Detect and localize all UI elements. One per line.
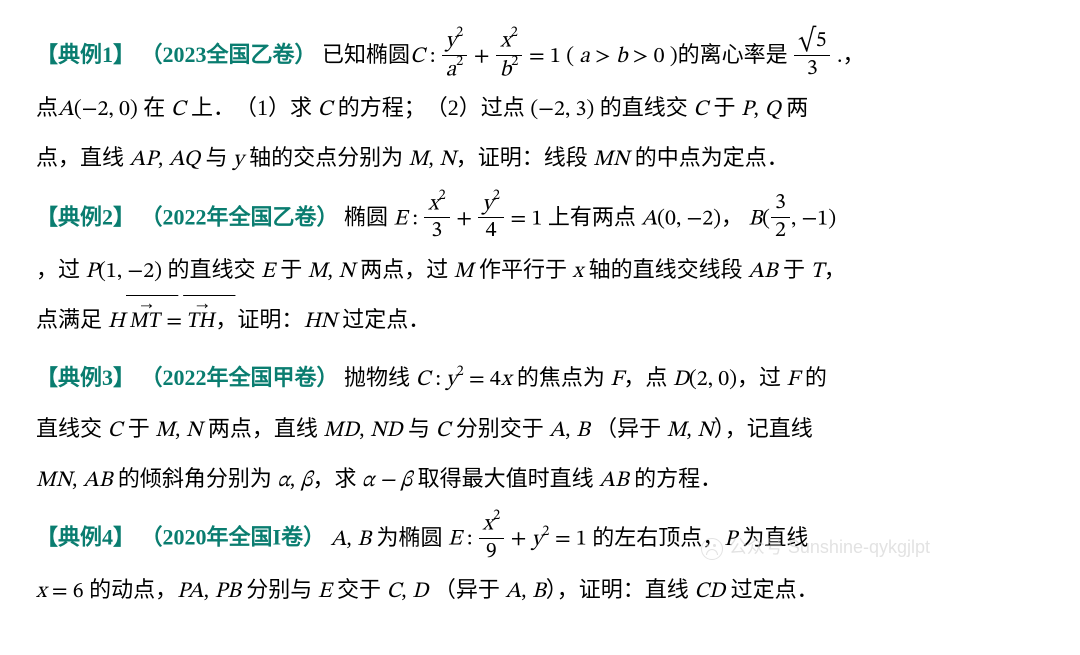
- plus: +: [474, 46, 495, 68]
- label-source: （2023全国乙卷）: [141, 42, 317, 67]
- text: 的动点，PA, PB 分别与 E 交于 C, D （异于 A, B），证明：直线…: [84, 577, 819, 602]
- text: 点: [36, 95, 58, 120]
- eq: =: [166, 311, 187, 333]
- eccentricity-frac: √53: [794, 29, 830, 80]
- pointB-frac: 32: [771, 191, 790, 242]
- label-source: （2020年全国I卷）: [141, 525, 326, 550]
- fraction: y24: [478, 191, 504, 244]
- text: A, B 为椭圆: [331, 525, 448, 550]
- colon: :: [430, 369, 446, 391]
- fraction: x2b2: [496, 28, 523, 82]
- label-source: （2022年全国乙卷）: [141, 204, 339, 229]
- rhs: 1: [576, 529, 587, 551]
- text: 已知椭圆: [322, 42, 410, 67]
- point-A: A(0, −2): [641, 208, 721, 230]
- example-4-label: 【典例4】 （2020年全国I卷）: [36, 525, 331, 550]
- condition: ( a > b > 0 ): [566, 46, 677, 68]
- fraction: y2a2: [442, 28, 468, 82]
- rhs: 1: [550, 46, 561, 68]
- curve-name: C: [410, 46, 425, 68]
- colon: :: [425, 46, 441, 68]
- rhs: 1: [531, 208, 542, 230]
- example-3: 【典例3】 （2022年全国甲卷） 抛物线 C : y2 = 4x 的焦点为 F…: [36, 354, 1044, 505]
- text: 在 C 上．: [138, 95, 246, 120]
- equals: =: [529, 46, 550, 68]
- point-P: P(1, −2): [86, 261, 162, 283]
- point-B-tail: , −1): [791, 208, 836, 230]
- colon: :: [462, 529, 478, 551]
- text: .，: [831, 42, 864, 67]
- vector-MT: ———→MT: [130, 296, 161, 344]
- q2-label: （2）: [437, 95, 481, 120]
- curve-name: E: [448, 529, 462, 551]
- fraction: x29: [479, 511, 505, 564]
- plus: +: [456, 208, 477, 230]
- text: 的直线交 C 于 P, Q 两: [594, 95, 808, 120]
- text: ，过 F 的: [737, 365, 827, 390]
- line-eq: x = 6: [36, 581, 84, 603]
- text: 直线交 C 于 M, N 两点，直线 MD, ND 与 C 分别交于 A, B …: [36, 416, 813, 441]
- label-tag: 【典例4】: [36, 525, 135, 550]
- curve-name: E: [394, 208, 408, 230]
- vector-TH: ———→TH: [187, 296, 215, 344]
- label-tag: 【典例2】: [36, 204, 135, 229]
- q1-text: 求 C 的方程；: [290, 95, 437, 120]
- text: MN, AB 的倾斜角分别为 α, β，求 α − β 取得最大值时直线 AB …: [36, 466, 722, 491]
- text: 上有两点: [542, 204, 641, 229]
- example-1-label: 【典例1】 （2023全国乙卷）: [36, 42, 322, 67]
- example-3-label: 【典例3】 （2022年全国甲卷）: [36, 365, 344, 390]
- q2-point: (−2, 3): [530, 99, 594, 121]
- text: 的左右顶点，P 为直线: [587, 525, 809, 550]
- text: 点满足 H: [36, 307, 130, 332]
- example-2-label: 【典例2】 （2022年全国乙卷）: [36, 204, 344, 229]
- equals: =: [555, 529, 576, 551]
- text: 的离心率是: [678, 42, 788, 67]
- example-2: 【典例2】 （2022年全国乙卷） 椭圆 E : x23 + y24 = 1 上…: [36, 193, 1044, 346]
- q2-text: 过点: [481, 95, 531, 120]
- example-4: 【典例4】 （2020年全国I卷） A, B 为椭圆 E : x29 + y2 …: [36, 513, 1044, 616]
- sep: ，: [721, 204, 743, 229]
- q1-label: （1）: [246, 95, 290, 120]
- label-tag: 【典例1】: [36, 42, 135, 67]
- label-tag: 【典例3】: [36, 365, 135, 390]
- equation: y2 = 4x: [446, 369, 511, 391]
- text: 的焦点为 F，点: [511, 365, 672, 390]
- plus: +: [511, 529, 532, 551]
- equals: =: [510, 208, 531, 230]
- text: 椭圆: [344, 204, 394, 229]
- colon: :: [407, 208, 423, 230]
- point-D: D(2, 0): [673, 369, 737, 391]
- fraction: x23: [424, 191, 450, 244]
- point-A: A(−2, 0): [58, 99, 138, 121]
- text: 点，直线 AP, AQ 与 y 轴的交点分别为 M, N，证明：线段 MN 的中…: [36, 145, 789, 170]
- text: 的直线交 E 于 M, N 两点，过 M 作平行于 x 轴的直线交线段 AB 于…: [162, 257, 846, 282]
- text: 抛物线: [344, 365, 416, 390]
- label-source: （2022年全国甲卷）: [141, 365, 339, 390]
- point-B: B(: [749, 208, 770, 230]
- term: y2: [532, 529, 550, 551]
- curve-name: C: [416, 369, 431, 391]
- example-1: 【典例1】 （2023全国乙卷） 已知椭圆C : y2a2 + x2b2 = 1…: [36, 30, 1044, 185]
- text: ，过: [36, 257, 86, 282]
- text: ，证明：HN 过定点．: [215, 307, 430, 332]
